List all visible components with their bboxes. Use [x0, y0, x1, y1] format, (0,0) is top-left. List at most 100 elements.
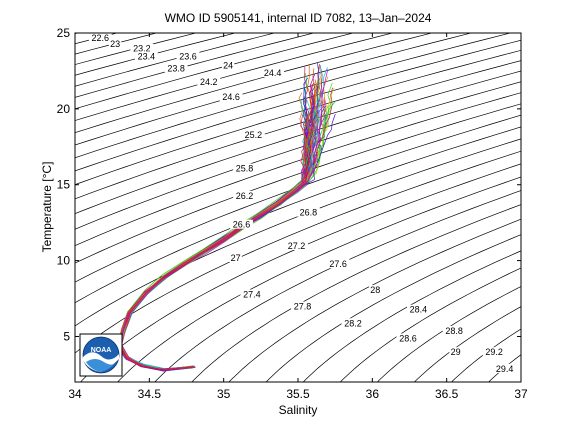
x-tick-label: 36: [366, 387, 380, 401]
density-contour: [75, 49, 521, 186]
contour-label-background: [407, 304, 430, 314]
plot-area: [75, 33, 521, 382]
density-contour: [75, 150, 521, 354]
density-contour: [75, 33, 276, 87]
density-contour: [75, 81, 521, 230]
contour-label-background: [130, 43, 154, 53]
density-contour: [75, 60, 521, 200]
contour-label-background: [135, 51, 158, 61]
density-contour: [75, 33, 434, 134]
contour-label-background: [493, 363, 516, 373]
density-contour: [75, 33, 473, 146]
contour-label: 24.4: [264, 68, 282, 78]
contour-label-background: [396, 333, 420, 343]
contour-label: 27.2: [288, 241, 306, 251]
contour-label-background: [285, 241, 308, 250]
contour-label: 27.4: [243, 290, 261, 300]
contour-label: 23.2: [133, 44, 151, 54]
contour-label: 23.4: [138, 51, 156, 61]
contour-label-background: [442, 325, 466, 335]
contour-label: 25.2: [245, 130, 263, 140]
density-contour: [75, 33, 316, 98]
contour-label-background: [449, 347, 462, 357]
contour-label-background: [341, 318, 365, 328]
density-contour: [75, 33, 355, 110]
contour-label: 25.8: [236, 164, 254, 174]
contour-label-background: [229, 253, 242, 263]
logo-wave-lower: [86, 359, 118, 372]
x-tick-label: 34: [68, 387, 82, 401]
contour-label-background: [326, 259, 350, 269]
density-contour: [75, 114, 521, 283]
contour-labels: 22.623 23.223.4 23.6 23.8 24 24.4 24.2 24.6 25.2…: [88, 33, 516, 374]
contour-label: 26.6: [233, 220, 251, 230]
density-contour: [154, 190, 521, 382]
y-tick-label: 5: [63, 329, 70, 343]
x-tick-label: 35: [217, 387, 231, 401]
y-axis: 5 10 15 20 25: [57, 26, 521, 343]
contour-label-background: [88, 33, 112, 43]
contour-label-background: [291, 301, 314, 311]
logo-text: NOAA: [91, 347, 112, 354]
y-tick-label: 15: [57, 178, 71, 192]
y-axis-label: Temperature [°C]: [40, 162, 54, 253]
x-tick-label: 37: [514, 387, 528, 401]
density-contour: [228, 218, 521, 382]
contour-label-background: [233, 163, 256, 173]
contour-label-background: [240, 289, 264, 299]
density-contour: [265, 234, 521, 382]
contour-label-background: [242, 130, 265, 140]
x-tick-label: 35.5: [286, 387, 310, 401]
density-contour: [75, 103, 521, 264]
contour-label: 28: [370, 285, 380, 295]
contour-label: 24.6: [222, 92, 240, 102]
contour-label: 23.8: [167, 63, 185, 73]
contour-label: 28.8: [445, 326, 463, 336]
contour-label-background: [108, 39, 122, 49]
density-contour: [75, 33, 512, 159]
y-tick-label: 25: [57, 26, 71, 40]
contour-label-background: [482, 347, 506, 357]
contour-label-background: [230, 219, 253, 229]
contour-label: 24: [223, 60, 233, 70]
contour-label: 26.2: [236, 191, 254, 201]
density-contour: [75, 70, 521, 215]
density-contour: [191, 204, 521, 382]
contour-label-background: [261, 68, 285, 77]
chart-title: WMO ID 5905141, internal ID 7082, 13–Jan…: [165, 11, 432, 25]
contour-label-background: [297, 207, 320, 217]
profile-line: [120, 64, 313, 371]
density-contour: [413, 306, 521, 382]
density-contour: [75, 39, 521, 172]
contour-label: 23: [110, 39, 120, 49]
contour-label: 27.6: [329, 259, 347, 269]
y-tick-label: 10: [57, 254, 71, 268]
contour-label: 29.4: [496, 364, 514, 374]
density-contour: [75, 126, 521, 304]
density-contour: [339, 267, 521, 382]
x-axis-label: Salinity: [279, 403, 318, 417]
x-tick-label: 34.5: [138, 387, 162, 401]
density-contour: [117, 176, 521, 382]
contour-label: 24.2: [200, 77, 218, 87]
density-contour: [80, 163, 521, 382]
noaa-logo: NOAA: [79, 333, 123, 377]
contour-label: 28.4: [410, 305, 428, 315]
contour-label-background: [176, 51, 200, 61]
contour-label-background: [219, 92, 243, 102]
contour-label: 27: [231, 253, 241, 263]
contour-label: 23.6: [179, 51, 197, 61]
contour-label: 28.6: [399, 334, 417, 344]
contour-label: 29.2: [485, 347, 503, 357]
contour-label-background: [369, 285, 382, 294]
contour-label: 26.8: [300, 208, 318, 218]
x-tick-label: 36.5: [435, 387, 459, 401]
x-axis: 34 34.5 35 35.5 36 36.5 37: [68, 33, 528, 401]
contour-label-background: [233, 190, 256, 200]
contour-label: 29: [451, 347, 461, 357]
density-contour: [302, 250, 521, 382]
contour-label-background: [164, 63, 188, 73]
density-contour: [75, 138, 521, 327]
contour-label: 28.2: [344, 318, 362, 328]
